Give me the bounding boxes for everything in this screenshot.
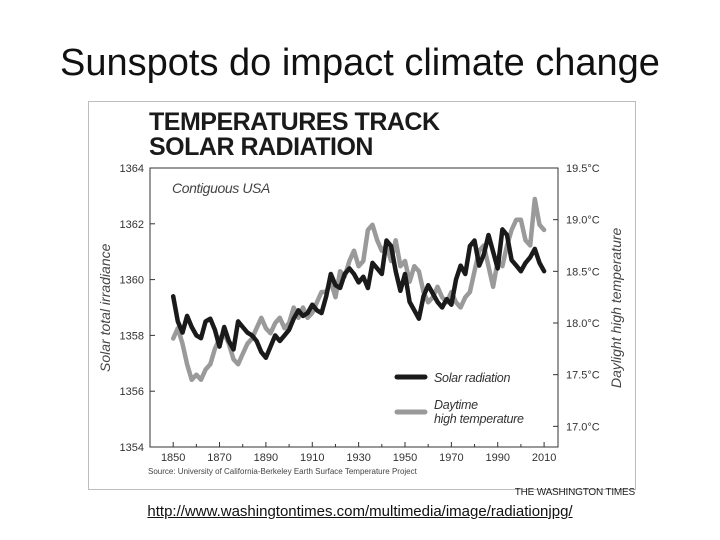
credit-label: THE WASHINGTON TIMES — [514, 487, 635, 498]
chart-title: TEMPERATURES TRACK SOLAR RADIATION — [149, 110, 440, 160]
solar-radiation-line — [170, 227, 547, 360]
x-tick-label-5: 1950 — [393, 452, 417, 464]
chart-title-line-2: SOLAR RADIATION — [149, 133, 373, 161]
region-label: Contiguous USA — [172, 180, 270, 196]
source-url-link[interactable]: http://www.washingtontimes.com/multimedi… — [147, 503, 573, 520]
x-tick-label-3: 1910 — [300, 452, 324, 464]
legend-label-solar: Solar radiation — [434, 371, 510, 385]
y2-tick-label-2: 18.5°C — [566, 266, 600, 278]
y2-tick-label-5: 17.0°C — [566, 421, 600, 433]
y-tick-label-2: 1360 — [120, 275, 144, 287]
x-tick-label-1: 1870 — [207, 452, 231, 464]
x-tick-label-4: 1930 — [346, 452, 370, 464]
x-tick-label-0: 1850 — [161, 452, 185, 464]
y-tick-label-0: 1364 — [120, 163, 144, 175]
x-tick-label-6: 1970 — [439, 452, 463, 464]
y-tick-label-1: 1362 — [120, 219, 144, 231]
slide-title: Sunspots do impact climate change — [60, 42, 660, 84]
chart-title-line-1: TEMPERATURES TRACK — [149, 108, 440, 136]
y2-tick-label-1: 19.0°C — [566, 215, 600, 227]
source-note: Source: University of California-Berkele… — [148, 467, 418, 476]
x-tick-label-7: 1990 — [485, 452, 509, 464]
y-tick-label-5: 1354 — [120, 442, 144, 454]
y2-tick-label-4: 17.5°C — [566, 370, 600, 382]
y2-axis-label: Daylight high temperature — [608, 227, 624, 388]
y2-tick-label-0: 19.5°C — [566, 163, 600, 175]
y-tick-label-3: 1358 — [120, 330, 144, 342]
temperature-line — [170, 196, 547, 383]
legend-label-temperature: Daytime high temperature — [434, 398, 524, 426]
x-tick-label-2: 1890 — [254, 452, 278, 464]
chart-figure: TEMPERATURES TRACK SOLAR RADIATION — [88, 101, 636, 490]
x-tick-label-8: 2010 — [532, 452, 556, 464]
plot-frame — [149, 167, 559, 448]
y-tick-label-4: 1356 — [120, 386, 144, 398]
y-axis-label: Solar total irradiance — [97, 243, 113, 372]
y2-tick-label-3: 18.0°C — [566, 318, 600, 330]
